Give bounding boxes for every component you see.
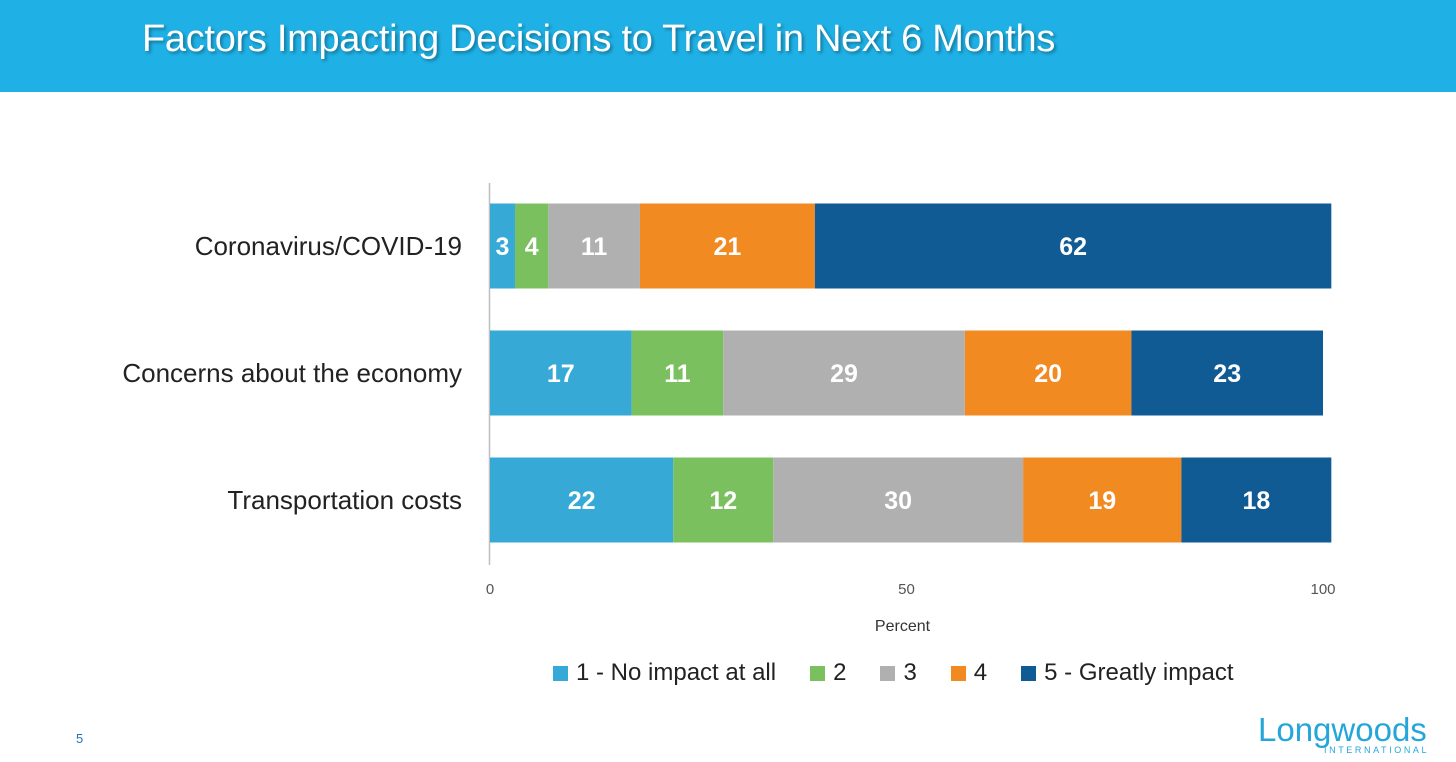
bar-segment	[548, 203, 640, 289]
bar-segment	[814, 203, 1332, 289]
legend-item: 1 - No impact at all	[553, 659, 776, 687]
legend-item: 3	[880, 659, 917, 687]
bar-segment	[723, 330, 965, 416]
data-label: 20	[1034, 360, 1062, 388]
legend-swatch	[810, 665, 826, 681]
logo-subtitle: INTERNATIONAL	[1324, 745, 1430, 755]
data-label: 23	[1213, 360, 1241, 388]
bar-segment	[673, 457, 774, 543]
x-tick-label: 0	[486, 581, 494, 598]
x-tick-label: 50	[898, 581, 915, 598]
slide-title: Factors Impacting Decisions to Travel in…	[142, 18, 1056, 60]
data-label: 11	[581, 233, 608, 261]
bar-segment	[631, 330, 724, 416]
bar-segment	[490, 203, 515, 289]
data-label: 3	[496, 233, 510, 261]
legend-label: 3	[903, 659, 917, 686]
page-number: 5	[76, 731, 84, 746]
bar-segment	[639, 203, 815, 289]
legend-item: 4	[950, 659, 988, 687]
category-label: Coronavirus/COVID-19	[195, 231, 462, 261]
data-label: 18	[1242, 487, 1270, 515]
bar-segment	[773, 457, 1024, 543]
legend-item: 5 - Greatly impact	[1021, 659, 1234, 687]
legend-swatch	[950, 665, 966, 681]
bar-segment	[514, 203, 549, 289]
data-label: 11	[664, 360, 691, 388]
data-label: 30	[884, 487, 912, 515]
category-label: Concerns about the economy	[122, 358, 462, 388]
bar-segment	[1181, 457, 1332, 543]
data-label: 21	[713, 233, 741, 261]
bar-segment	[490, 457, 674, 543]
legend-swatch	[880, 665, 896, 681]
slide-header: Factors Impacting Decisions to Travel in…	[0, 0, 1456, 92]
legend-label: 5 - Greatly impact	[1044, 659, 1234, 686]
legend-label: 4	[973, 659, 988, 686]
longwoods-logo: Longwoods INTERNATIONAL	[1258, 712, 1444, 758]
data-label: 22	[568, 487, 596, 515]
legend-label: 1 - No impact at all	[576, 659, 777, 686]
x-axis-title: Percent	[875, 618, 931, 635]
data-label: 12	[709, 487, 737, 515]
data-label: 17	[547, 360, 575, 388]
legend-label: 2	[833, 659, 847, 686]
legend-swatch	[553, 665, 568, 681]
bar-segment	[964, 330, 1132, 416]
bar-segment	[490, 330, 632, 416]
logo-wordmark: Longwoods	[1258, 711, 1427, 748]
data-label: 29	[830, 360, 858, 388]
legend-item: 2	[810, 659, 846, 687]
category-label: Transportation costs	[227, 485, 462, 515]
chart-legend: 1 - No impact at all 2 3 4 5 - Greatly impac…	[553, 658, 1234, 688]
bar-segment	[1131, 330, 1323, 416]
data-label: 19	[1088, 487, 1116, 515]
legend-swatch	[1021, 665, 1037, 681]
data-label: 4	[525, 233, 539, 261]
x-tick-label: 100	[1310, 581, 1335, 598]
data-label: 62	[1059, 233, 1087, 261]
bar-segment	[1023, 457, 1182, 543]
